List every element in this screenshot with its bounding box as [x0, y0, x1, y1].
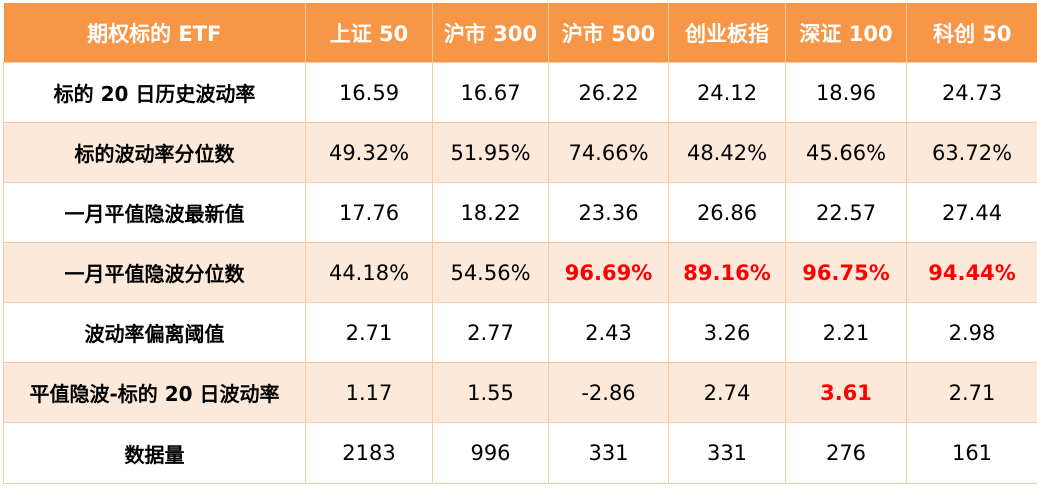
row-label: 标的 20 日历史波动率 — [4, 63, 306, 123]
row-label: 一月平值隐波最新值 — [4, 183, 306, 243]
value-cell: 54.56% — [433, 243, 549, 303]
value-cell-highlighted: 3.61 — [786, 363, 907, 423]
row-label: 数据量 — [4, 423, 306, 484]
value-cell: 18.96 — [786, 63, 907, 123]
etf-volatility-table: 期权标的 ETF 上证 50 沪市 300 沪市 500 创业板指 深证 100… — [3, 3, 1037, 484]
value-cell: 74.66% — [549, 123, 669, 183]
header-row: 期权标的 ETF 上证 50 沪市 300 沪市 500 创业板指 深证 100… — [4, 3, 1037, 63]
value-cell: 22.57 — [786, 183, 907, 243]
header-cell-underlying-etf: 期权标的 ETF — [4, 3, 306, 63]
row-label: 波动率偏离阈值 — [4, 303, 306, 363]
value-cell: 45.66% — [786, 123, 907, 183]
value-cell: 3.26 — [669, 303, 786, 363]
value-cell-highlighted: 89.16% — [669, 243, 786, 303]
value-cell: 2.74 — [669, 363, 786, 423]
header-cell-sh-500: 沪市 500 — [549, 3, 669, 63]
value-cell: 2.98 — [907, 303, 1037, 363]
value-cell: 18.22 — [433, 183, 549, 243]
row-label: 标的波动率分位数 — [4, 123, 306, 183]
value-cell: 2.21 — [786, 303, 907, 363]
value-cell: 996 — [433, 423, 549, 484]
table-header: 期权标的 ETF 上证 50 沪市 300 沪市 500 创业板指 深证 100… — [4, 3, 1037, 63]
value-cell: 2.77 — [433, 303, 549, 363]
value-cell: 16.67 — [433, 63, 549, 123]
value-cell: 1.17 — [306, 363, 433, 423]
value-cell: 331 — [549, 423, 669, 484]
value-cell: 16.59 — [306, 63, 433, 123]
value-cell: 27.44 — [907, 183, 1037, 243]
value-cell: 26.22 — [549, 63, 669, 123]
header-cell-sz-100: 深证 100 — [786, 3, 907, 63]
header-cell-sh-300: 沪市 300 — [433, 3, 549, 63]
value-cell: 26.86 — [669, 183, 786, 243]
value-cell-highlighted: 94.44% — [907, 243, 1037, 303]
value-cell-highlighted: 96.75% — [786, 243, 907, 303]
value-cell: 44.18% — [306, 243, 433, 303]
header-cell-star-50: 科创 50 — [907, 3, 1037, 63]
value-cell: 63.72% — [907, 123, 1037, 183]
value-cell: 49.32% — [306, 123, 433, 183]
value-cell-highlighted: 96.69% — [549, 243, 669, 303]
value-cell: -2.86 — [549, 363, 669, 423]
value-cell: 17.76 — [306, 183, 433, 243]
value-cell: 331 — [669, 423, 786, 484]
row-label: 一月平值隐波分位数 — [4, 243, 306, 303]
value-cell: 24.73 — [907, 63, 1037, 123]
header-cell-chinext: 创业板指 — [669, 3, 786, 63]
row-label: 平值隐波-标的 20 日波动率 — [4, 363, 306, 423]
value-cell: 48.42% — [669, 123, 786, 183]
value-cell: 276 — [786, 423, 907, 484]
value-cell: 2.71 — [306, 303, 433, 363]
value-cell: 2.71 — [907, 363, 1037, 423]
value-cell: 2183 — [306, 423, 433, 484]
value-cell: 1.55 — [433, 363, 549, 423]
value-cell: 23.36 — [549, 183, 669, 243]
value-cell: 161 — [907, 423, 1037, 484]
value-cell: 2.43 — [549, 303, 669, 363]
value-cell: 24.12 — [669, 63, 786, 123]
header-cell-sse-50: 上证 50 — [306, 3, 433, 63]
value-cell: 51.95% — [433, 123, 549, 183]
